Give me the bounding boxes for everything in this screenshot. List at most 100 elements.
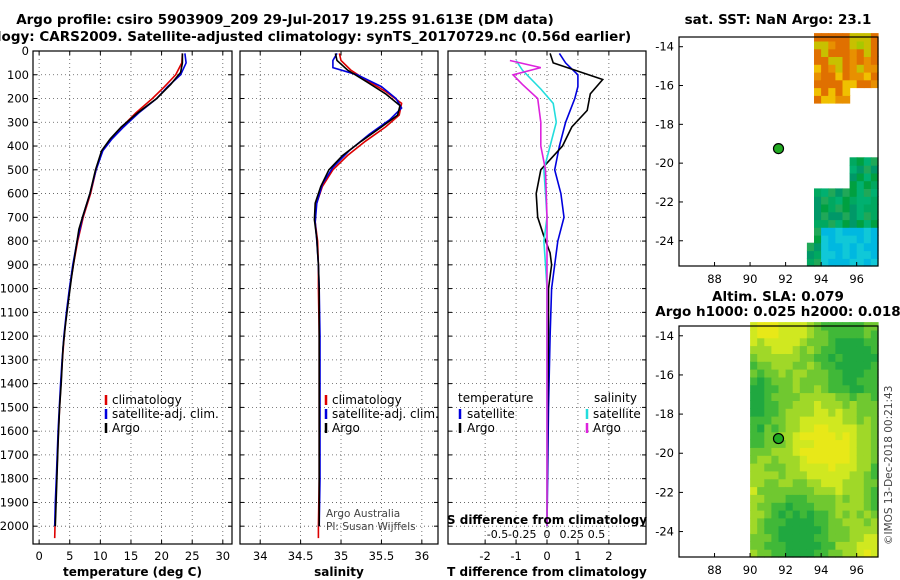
map-cell: [842, 439, 851, 448]
map-cell: [835, 470, 844, 480]
map-cell: [799, 369, 808, 378]
map-cell: [870, 258, 879, 267]
credit-imos: ©IMOS 13-Dec-2018 00:21:43: [883, 386, 895, 545]
map-cell: [792, 423, 801, 433]
map-cell: [750, 329, 758, 339]
map-cell: [778, 408, 787, 417]
map-cell: [856, 416, 865, 425]
map-cell: [757, 439, 765, 448]
map-cell: [835, 353, 844, 362]
map-cell: [842, 369, 851, 378]
argo-position-marker: [772, 432, 785, 445]
x-axis-label: salinity: [314, 565, 364, 579]
map-cell: [835, 64, 844, 73]
map-cell: [771, 549, 780, 558]
y-tick-label: -22: [655, 195, 674, 209]
map-cell: [870, 470, 879, 480]
map-cell: [806, 455, 815, 464]
map-cell: [764, 463, 772, 472]
map-cell: [835, 211, 844, 221]
map-cell: [785, 541, 794, 550]
map-cell: [856, 361, 865, 370]
map-cell: [849, 369, 858, 378]
map-cell: [870, 392, 879, 401]
map-cell: [821, 447, 829, 456]
map-cell: [757, 533, 765, 542]
map-cell: [863, 172, 872, 182]
map-cell: [785, 525, 794, 535]
map-cell: [806, 353, 815, 362]
map-cell: [849, 541, 858, 550]
map-cell: [799, 478, 808, 488]
map-cell: [821, 227, 829, 236]
map-cell: [771, 329, 780, 339]
map-cell: [750, 408, 758, 417]
map-cell: [870, 64, 879, 73]
map-cell: [785, 470, 794, 480]
map-cell: [799, 549, 808, 558]
map-cell: [842, 447, 851, 456]
map-cell: [757, 447, 765, 456]
map-cell: [828, 345, 836, 354]
map-cell: [778, 416, 787, 425]
map-cell: [821, 87, 829, 96]
map-cell: [821, 400, 829, 409]
map-cell: [792, 361, 801, 370]
map-cell: [842, 196, 851, 205]
map-cell: [856, 408, 865, 417]
map-cell: [771, 525, 780, 535]
map-cell: [842, 408, 851, 417]
map-cell: [842, 400, 851, 409]
map-cell: [856, 447, 865, 456]
map-cell: [835, 408, 844, 417]
map-cell: [799, 510, 808, 519]
map-cell: [814, 337, 822, 347]
map-cell: [764, 345, 772, 354]
map-cell: [821, 79, 829, 89]
map-cell: [792, 541, 801, 550]
map-cell: [856, 517, 865, 527]
map-cell: [814, 64, 822, 73]
map-cell: [870, 227, 879, 236]
plot-frame: [32, 50, 233, 545]
map-cell: [856, 502, 865, 511]
map-cell: [842, 431, 851, 441]
map-cell: [863, 408, 872, 417]
map-cell: [821, 416, 829, 425]
map-cell: [828, 369, 836, 378]
map-cell: [870, 361, 879, 370]
map-cell: [870, 463, 879, 472]
map-cell: [856, 533, 865, 542]
map-cell: [856, 423, 865, 433]
map-cell: [764, 549, 772, 558]
map-cell: [814, 48, 822, 57]
map-cell: [863, 40, 872, 50]
map-cell: [785, 486, 794, 495]
map-cell: [863, 431, 872, 441]
y-tick-label: 1300: [0, 353, 29, 367]
map-cell: [757, 329, 765, 339]
map-cell: [799, 345, 808, 354]
map-cell: [835, 345, 844, 354]
map-cell: [842, 242, 851, 252]
map-cell: [870, 211, 879, 221]
credit-argo-australia: Argo Australia: [326, 508, 400, 520]
map-cell: [863, 400, 872, 409]
y-tick-label: 700: [7, 210, 29, 224]
map-cell: [792, 494, 801, 503]
map-cell: [764, 337, 772, 347]
x-tick-label: 94: [814, 272, 829, 286]
map-cell: [856, 400, 865, 409]
map-cell: [750, 431, 758, 441]
map-cell: [771, 502, 780, 511]
y-tick-label: 1600: [0, 424, 29, 438]
map-cell: [814, 203, 822, 213]
map-cell: [778, 455, 787, 464]
map-cell: [856, 510, 865, 519]
map-cell: [870, 486, 879, 495]
map-cell: [828, 439, 836, 448]
map-cell: [835, 494, 844, 503]
map-cell: [870, 376, 879, 386]
map-cell: [806, 502, 815, 511]
map-cell: [814, 392, 822, 401]
